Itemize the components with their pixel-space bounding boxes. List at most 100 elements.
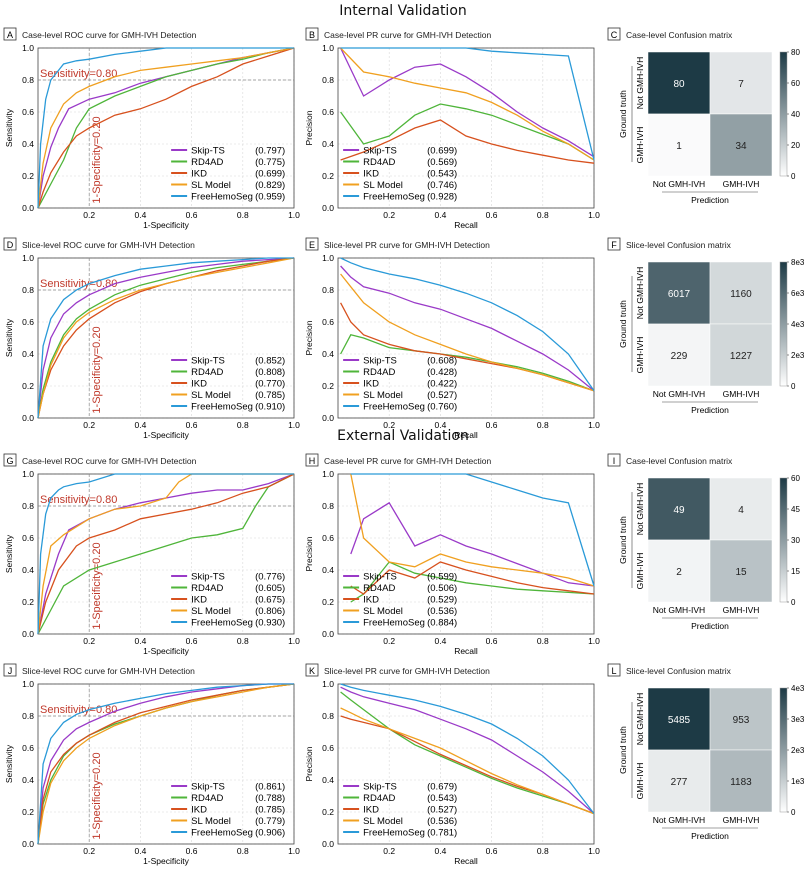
curve-ikd [37, 473, 295, 635]
x-tick-label: 0.6 [486, 846, 498, 856]
cm-y-label: Ground truth [618, 300, 628, 348]
x-tick-label: 0.2 [83, 210, 95, 220]
legend-name: Skip-TS [363, 572, 397, 583]
curve-ikd [37, 257, 295, 419]
legend-value: (0.852) [255, 356, 285, 367]
legend-name: SL Model [191, 180, 231, 191]
x-tick-label: 0.8 [237, 636, 249, 646]
legend-value: (0.536) [427, 816, 457, 827]
legend-value: (0.930) [255, 618, 285, 629]
x-tick-label: 0.2 [383, 846, 395, 856]
y-tick-label: 1.0 [22, 43, 34, 53]
x-tick-label: 0.6 [186, 846, 198, 856]
x-tick-label: 0.2 [83, 636, 95, 646]
legend-value: (0.605) [255, 583, 285, 594]
y-tick-label: 0.4 [322, 565, 334, 575]
cm-cell [709, 477, 773, 541]
x-tick-label: 1.0 [588, 846, 600, 856]
legend-value: (0.679) [427, 782, 457, 793]
curve-rd4ad [350, 561, 595, 603]
plot-frame [337, 257, 595, 419]
colorbar [779, 477, 788, 603]
legend-name: SL Model [363, 390, 403, 401]
x-tick-label: 0.6 [486, 420, 498, 430]
specificity-annotation: 1-Specificity=0.20 [91, 326, 103, 413]
curve-freehemoseg [340, 47, 595, 161]
x-tick-label: 0.2 [83, 420, 95, 430]
colorbar [779, 687, 788, 813]
panel-letter-box [607, 27, 621, 41]
x-tick-label: 0.2 [83, 846, 95, 856]
panel-title: Slice-level PR curve for GMH-IVH Detecti… [324, 240, 490, 250]
cm-row-label: Not GMH-IVH [635, 57, 645, 109]
legend-name: SL Model [191, 816, 231, 827]
panel-letter-box [305, 237, 319, 251]
legend-value: (0.884) [427, 618, 457, 629]
legend-name: SL Model [191, 606, 231, 617]
x-tick-label: 1.0 [288, 210, 300, 220]
panel-title: Case-level Confusion matrix [626, 456, 733, 466]
cm-cell [647, 323, 711, 387]
colorbar-tick-label: 20 [791, 141, 800, 150]
legend-value: (0.527) [427, 805, 457, 816]
panel-k: K Slice-level PR curve for GMH-IVH Detect… [304, 663, 600, 866]
legend-name: IKD [191, 595, 207, 606]
cm-y-label: Ground truth [618, 516, 628, 564]
panel-letter: H [309, 456, 316, 466]
y-tick-label: 0.8 [22, 711, 34, 721]
legend-name: FreeHemoSeg [363, 402, 425, 413]
x-tick-label: 0.4 [434, 420, 446, 430]
legend-name: IKD [363, 805, 379, 816]
plot-frame [337, 683, 595, 845]
x-axis-label: Recall [454, 646, 478, 656]
panel-c: C Case-level Confusion matrix 80 7 1 34 Not GM… [607, 27, 800, 205]
cm-cell [709, 113, 773, 177]
y-tick-label: 1.0 [322, 43, 334, 53]
colorbar-tick-label: 0 [791, 382, 796, 391]
panel-title: Slice-level PR curve for GMH-IVH Detecti… [324, 666, 490, 676]
curve-freehemoseg [37, 257, 294, 419]
y-tick-label: 0.6 [322, 743, 334, 753]
y-tick-label: 1.0 [22, 253, 34, 263]
legend-value: (0.536) [427, 606, 457, 617]
y-axis-label: Sensitivity [4, 534, 14, 573]
y-tick-label: 0.4 [22, 565, 34, 575]
x-tick-label: 0.4 [434, 210, 446, 220]
curve-ikd [37, 683, 295, 845]
y-tick-label: 0.0 [22, 413, 34, 423]
legend-name: FreeHemoSeg [191, 402, 253, 413]
y-tick-label: 0.6 [22, 533, 34, 543]
legend-value: (0.543) [427, 169, 457, 180]
curve-freehemoseg [37, 47, 294, 209]
colorbar-tick-label: 60 [791, 79, 800, 88]
y-axis-label: Precision [304, 320, 314, 355]
internal-validation-title: Internal Validation [339, 3, 467, 19]
y-tick-label: 0.8 [322, 501, 334, 511]
panel-title: Case-level ROC curve for GMH-IVH Detecti… [22, 456, 197, 466]
legend-name: FreeHemoSeg [363, 192, 425, 203]
x-tick-label: 0.6 [186, 420, 198, 430]
legend-name: RD4AD [363, 157, 395, 168]
legend-name: FreeHemoSeg [191, 192, 253, 203]
legend-name: IKD [191, 169, 207, 180]
y-tick-label: 0.2 [322, 381, 334, 391]
curve-skip-ts [37, 473, 295, 635]
legend-name: Skip-TS [363, 782, 397, 793]
panel-letter: E [309, 240, 315, 250]
curve-skip-ts [340, 265, 595, 392]
panel-e: E Slice-level PR curve for GMH-IVH Detect… [304, 237, 600, 440]
legend-value: (0.599) [427, 572, 457, 583]
panel-i: I Case-level Confusion matrix 49 4 2 15 Not GM… [607, 453, 800, 631]
colorbar-tick-label: 60 [791, 474, 800, 483]
panel-title: Slice-level Confusion matrix [626, 240, 732, 250]
plot-frame [37, 683, 295, 845]
y-tick-label: 0.2 [22, 381, 34, 391]
plot-frame [37, 257, 295, 419]
curve-sl-model [37, 47, 295, 209]
curve-rd4ad [37, 257, 295, 419]
legend-value: (0.959) [255, 192, 285, 203]
panel-b: B Case-level PR curve for GMH-IVH Detecti… [304, 27, 600, 230]
curve-skip-ts [350, 501, 595, 587]
panel-h: H Case-level PR curve for GMH-IVH Detecti… [304, 453, 600, 656]
